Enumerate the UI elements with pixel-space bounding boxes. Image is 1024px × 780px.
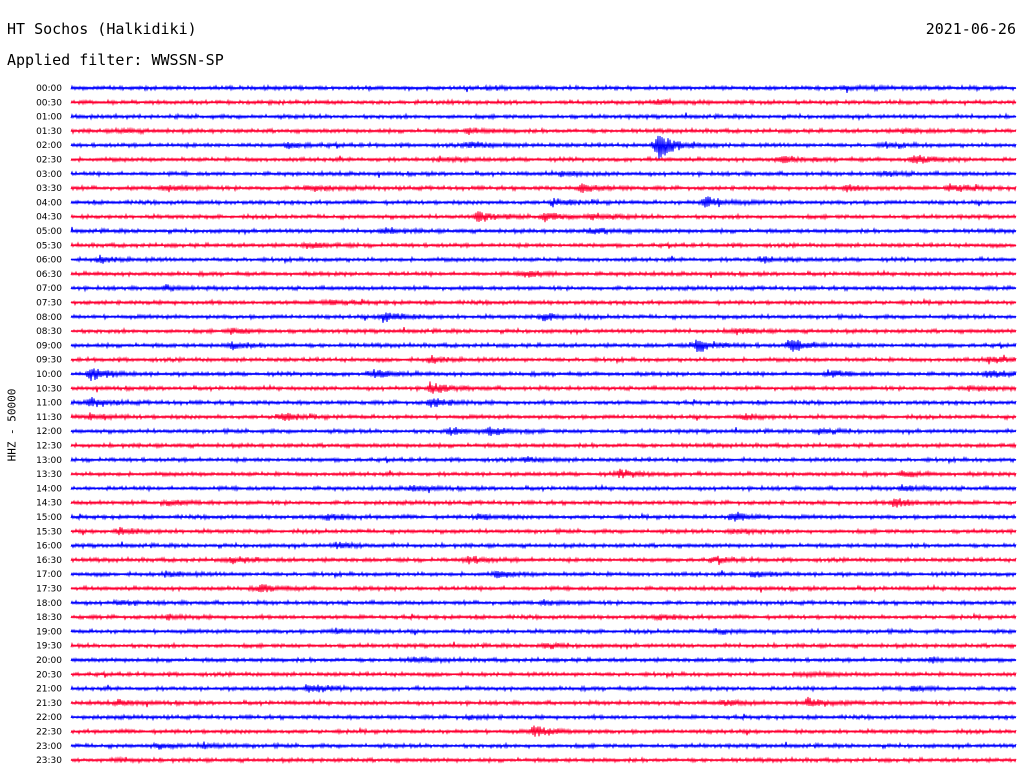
time-tick-label: 23:30 xyxy=(36,756,62,766)
time-tick-label: 03:30 xyxy=(36,184,62,194)
time-tick-label: 11:00 xyxy=(36,399,62,409)
time-tick-label: 06:30 xyxy=(36,270,62,280)
time-tick-label: 03:00 xyxy=(36,170,62,180)
time-tick-label: 18:30 xyxy=(36,613,62,623)
time-tick-label: 05:30 xyxy=(36,241,62,251)
time-tick-label: 06:00 xyxy=(36,256,62,266)
time-tick-label: 12:00 xyxy=(36,427,62,437)
time-tick-label: 02:30 xyxy=(36,156,62,166)
time-tick-label: 22:30 xyxy=(36,728,62,738)
time-tick-label: 19:00 xyxy=(36,627,62,637)
time-tick-label: 20:30 xyxy=(36,670,62,680)
time-tick-label: 18:00 xyxy=(36,599,62,609)
filter-label: Applied filter: WWSSN-SP xyxy=(7,51,224,69)
time-tick-label: 00:30 xyxy=(36,98,62,108)
time-tick-label: 01:00 xyxy=(36,113,62,123)
time-tick-label: 16:30 xyxy=(36,556,62,566)
time-tick-label: 20:00 xyxy=(36,656,62,666)
time-tick-label: 11:30 xyxy=(36,413,62,423)
trace-line xyxy=(70,312,1017,323)
time-tick-label: 13:00 xyxy=(36,456,62,466)
time-tick-label: 22:00 xyxy=(36,713,62,723)
time-tick-label: 05:00 xyxy=(36,227,62,237)
time-tick-label: 00:00 xyxy=(36,84,62,94)
time-tick-label: 07:30 xyxy=(36,299,62,309)
time-tick-label: 15:00 xyxy=(36,513,62,523)
station-title: HT Sochos (Halkidiki) xyxy=(7,20,197,38)
time-tick-label: 17:30 xyxy=(36,585,62,595)
time-tick-label: 12:30 xyxy=(36,442,62,452)
time-tick-label: 14:30 xyxy=(36,499,62,509)
time-tick-label: 21:00 xyxy=(36,685,62,695)
time-tick-label: 13:30 xyxy=(36,470,62,480)
trace-line xyxy=(70,381,1017,394)
time-tick-label: 09:30 xyxy=(36,356,62,366)
time-tick-label: 04:30 xyxy=(36,213,62,223)
record-date: 2021-06-26 xyxy=(925,20,1016,38)
trace-line xyxy=(70,83,1017,93)
time-tick-label: 14:00 xyxy=(36,484,62,494)
time-tick-label: 08:00 xyxy=(36,313,62,323)
time-tick-label: 23:00 xyxy=(36,742,62,752)
time-tick-label: 02:00 xyxy=(36,141,62,151)
trace-line xyxy=(70,135,1017,159)
time-tick-label: 09:00 xyxy=(36,341,62,351)
time-tick-label: 07:00 xyxy=(36,284,62,294)
time-tick-label: 17:00 xyxy=(36,570,62,580)
time-tick-label: 01:30 xyxy=(36,127,62,137)
time-tick-label: 10:00 xyxy=(36,370,62,380)
time-tick-label: 08:30 xyxy=(36,327,62,337)
time-tick-label: 16:00 xyxy=(36,542,62,552)
time-tick-label: 10:30 xyxy=(36,384,62,394)
time-tick-label: 19:30 xyxy=(36,642,62,652)
time-tick-label: 04:00 xyxy=(36,198,62,208)
trace-line xyxy=(70,696,1017,708)
time-tick-label: 21:30 xyxy=(36,699,62,709)
time-tick-label: 15:30 xyxy=(36,527,62,537)
